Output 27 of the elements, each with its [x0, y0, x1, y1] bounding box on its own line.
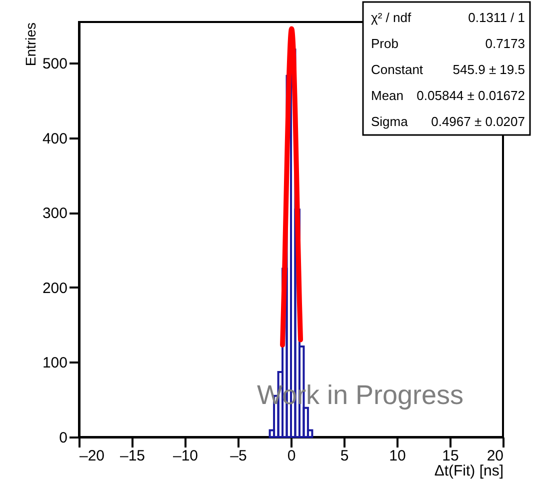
y-tick-label: 0 [59, 430, 68, 446]
x-tick-label: 20 [486, 448, 504, 464]
annotation: 545.9 ± 19.5 [452, 62, 525, 77]
y-tick-label: 100 [42, 354, 68, 372]
annotation: 0.1311 / 1 [468, 10, 525, 25]
x-tick-label: 15 [442, 448, 459, 464]
x-axis-title: Δt(Fit) [ns] [434, 462, 504, 480]
annotation: Sigma [371, 114, 409, 129]
annotation: 0.7173 [485, 36, 525, 51]
y-axis-title: Entries [22, 22, 38, 66]
x-tick-label: 5 [340, 448, 349, 464]
x-tick-label: 10 [389, 448, 406, 464]
x-tick-label: 0 [287, 448, 296, 464]
y-tick-label: 200 [42, 280, 68, 297]
annotation: 0.4967 ± 0.0207 [431, 114, 525, 129]
annotation: Mean [371, 88, 404, 103]
annotation: 0.05844 ± 0.01672 [416, 88, 525, 103]
annotation: Prob [371, 36, 398, 51]
x-tick-label: –15 [120, 448, 146, 464]
y-tick-label: 300 [42, 205, 68, 222]
y-tick-label: 500 [42, 56, 68, 73]
x-tick-label: –10 [172, 448, 198, 464]
annotation: Constant [371, 62, 424, 77]
y-tick-label: 400 [42, 130, 68, 148]
x-tick-label: –20 [80, 448, 105, 464]
annotation: χ² / ndf [371, 10, 412, 25]
x-tick-label: –5 [230, 448, 247, 464]
